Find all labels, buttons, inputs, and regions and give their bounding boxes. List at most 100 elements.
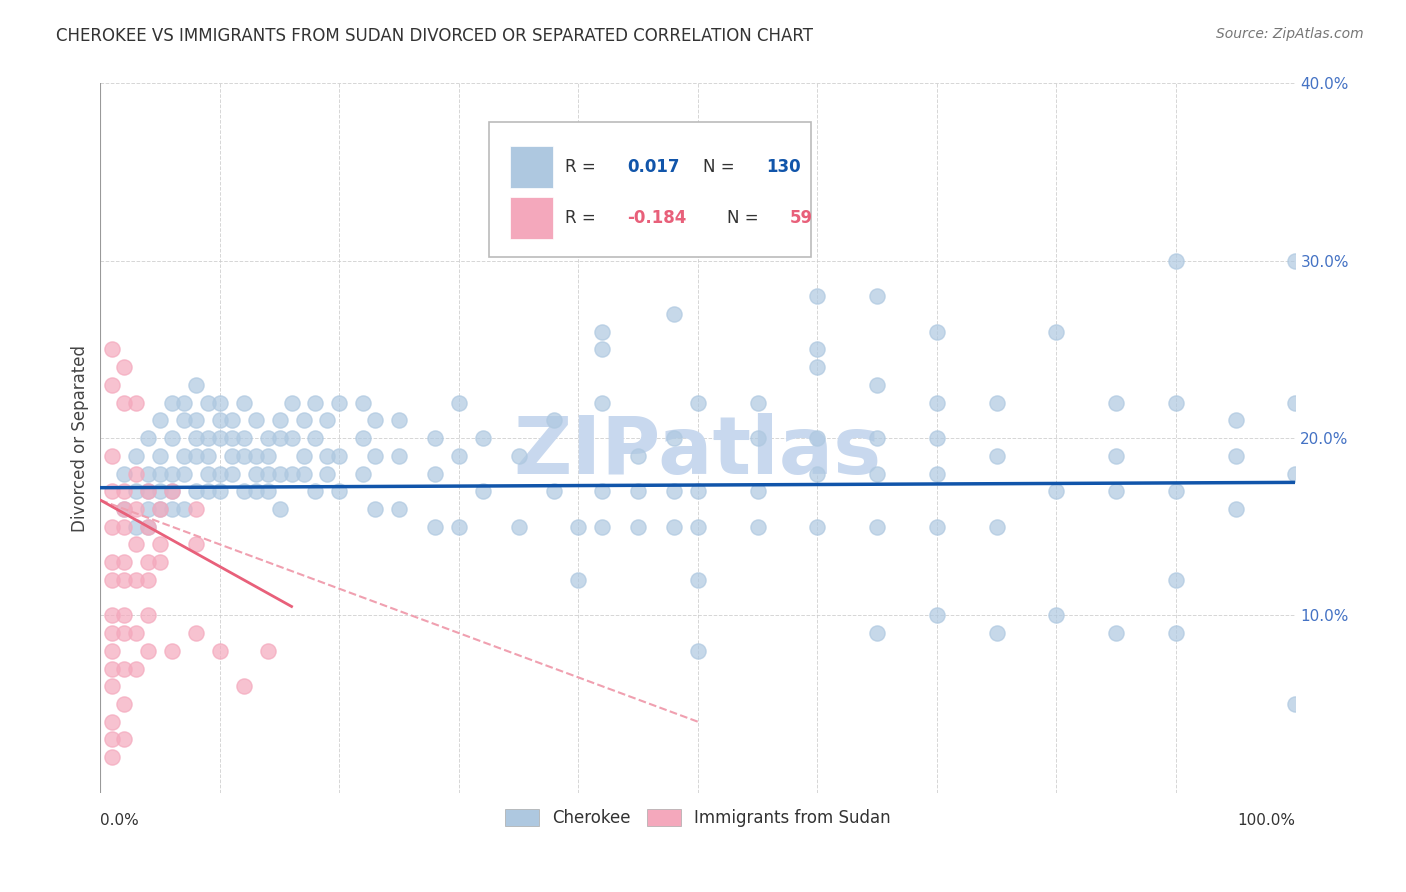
- Point: [686, 484, 709, 499]
- Point: [543, 484, 565, 499]
- Point: [1225, 449, 1247, 463]
- Point: [136, 431, 159, 445]
- Point: [136, 467, 159, 481]
- Point: [232, 395, 254, 409]
- Point: [806, 467, 828, 481]
- Point: [245, 449, 267, 463]
- Point: [112, 484, 135, 499]
- Point: [173, 467, 195, 481]
- Point: [125, 626, 148, 640]
- Point: [232, 449, 254, 463]
- Text: N =: N =: [727, 209, 763, 227]
- Point: [160, 467, 183, 481]
- Point: [149, 449, 172, 463]
- Point: [112, 502, 135, 516]
- Point: [221, 467, 243, 481]
- Point: [1284, 697, 1306, 711]
- Point: [447, 519, 470, 533]
- Point: [232, 431, 254, 445]
- Point: [208, 431, 231, 445]
- Point: [149, 484, 172, 499]
- Point: [316, 467, 339, 481]
- Point: [686, 573, 709, 587]
- Point: [112, 555, 135, 569]
- Point: [101, 626, 124, 640]
- Point: [866, 519, 889, 533]
- Point: [591, 519, 613, 533]
- Point: [304, 484, 326, 499]
- Text: N =: N =: [703, 158, 740, 176]
- Point: [125, 537, 148, 551]
- Point: [662, 307, 685, 321]
- Point: [925, 431, 948, 445]
- Point: [184, 484, 207, 499]
- Point: [686, 165, 709, 179]
- Point: [245, 484, 267, 499]
- Point: [136, 519, 159, 533]
- Point: [447, 449, 470, 463]
- Point: [125, 449, 148, 463]
- Point: [245, 413, 267, 427]
- Point: [232, 679, 254, 693]
- Point: [543, 413, 565, 427]
- Point: [101, 555, 124, 569]
- Point: [1105, 484, 1128, 499]
- Text: 59: 59: [790, 209, 813, 227]
- Point: [184, 626, 207, 640]
- Point: [747, 183, 769, 197]
- Point: [662, 484, 685, 499]
- Point: [112, 661, 135, 675]
- Point: [925, 395, 948, 409]
- Point: [101, 449, 124, 463]
- Point: [136, 555, 159, 569]
- Point: [112, 573, 135, 587]
- Point: [149, 413, 172, 427]
- Point: [304, 395, 326, 409]
- Point: [662, 519, 685, 533]
- Point: [208, 467, 231, 481]
- Point: [208, 395, 231, 409]
- Point: [256, 449, 278, 463]
- Point: [567, 573, 589, 587]
- Point: [328, 484, 350, 499]
- Point: [269, 502, 291, 516]
- Point: [1105, 449, 1128, 463]
- Point: [1164, 395, 1187, 409]
- Point: [352, 467, 374, 481]
- Point: [423, 431, 446, 445]
- Text: R =: R =: [565, 158, 602, 176]
- Point: [112, 395, 135, 409]
- Point: [806, 289, 828, 303]
- Text: ZIPatlas: ZIPatlas: [513, 413, 882, 491]
- Point: [221, 449, 243, 463]
- Point: [1225, 413, 1247, 427]
- Point: [1105, 626, 1128, 640]
- Point: [591, 343, 613, 357]
- Point: [101, 377, 124, 392]
- Point: [112, 732, 135, 747]
- Point: [136, 519, 159, 533]
- Point: [160, 644, 183, 658]
- Point: [125, 519, 148, 533]
- Point: [1105, 395, 1128, 409]
- Point: [184, 537, 207, 551]
- FancyBboxPatch shape: [489, 122, 811, 257]
- Point: [112, 697, 135, 711]
- Text: 0.0%: 0.0%: [100, 813, 139, 828]
- Point: [197, 395, 219, 409]
- Point: [316, 413, 339, 427]
- Point: [328, 449, 350, 463]
- Point: [184, 431, 207, 445]
- Point: [125, 467, 148, 481]
- Point: [447, 395, 470, 409]
- Point: [304, 431, 326, 445]
- Point: [986, 395, 1008, 409]
- Text: 0.017: 0.017: [627, 158, 681, 176]
- Point: [986, 449, 1008, 463]
- Point: [866, 467, 889, 481]
- Point: [101, 484, 124, 499]
- Point: [866, 377, 889, 392]
- Point: [1045, 484, 1067, 499]
- Point: [747, 395, 769, 409]
- Point: [316, 449, 339, 463]
